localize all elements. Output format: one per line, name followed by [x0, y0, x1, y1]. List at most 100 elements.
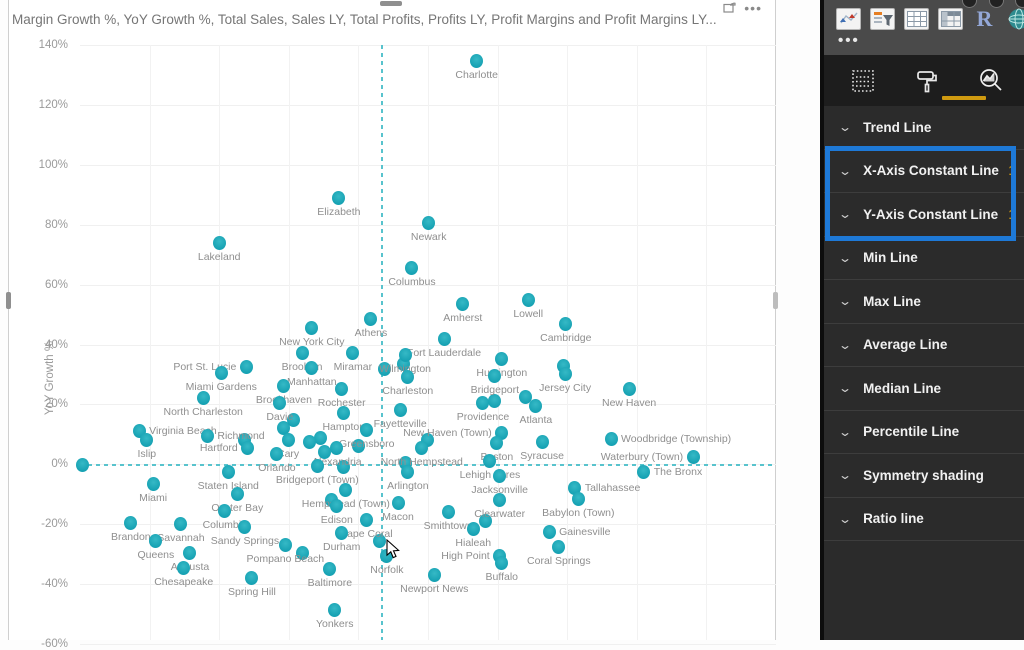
- scatter-point[interactable]: [605, 432, 618, 446]
- scatter-point[interactable]: [422, 216, 435, 230]
- r-script-icon[interactable]: R: [972, 7, 997, 31]
- scatter-point[interactable]: [490, 436, 503, 450]
- scatter-point[interactable]: [241, 441, 254, 455]
- scatter-point[interactable]: [174, 517, 187, 531]
- scatter-point[interactable]: [488, 369, 501, 383]
- scatter-point[interactable]: [559, 367, 572, 381]
- chevron-down-icon[interactable]: ⌄: [838, 164, 852, 178]
- analytics-item-x-axis-constant-line[interactable]: ⌄ X-Axis Constant Line 1: [824, 150, 1024, 194]
- analytics-item-symmetry-shading[interactable]: ⌄ Symmetry shading: [824, 454, 1024, 498]
- scatter-point[interactable]: [687, 450, 700, 464]
- scatter-point[interactable]: [335, 382, 348, 396]
- scatter-point[interactable]: [197, 391, 210, 405]
- slicer-icon[interactable]: [870, 7, 895, 31]
- scatter-point[interactable]: [328, 603, 341, 617]
- chevron-down-icon[interactable]: ⌄: [838, 207, 852, 221]
- chevron-down-icon[interactable]: ⌄: [838, 512, 852, 526]
- chevron-down-icon[interactable]: ⌄: [838, 120, 852, 134]
- scatter-point[interactable]: [467, 522, 480, 536]
- scatter-point[interactable]: [215, 366, 228, 380]
- scatter-point[interactable]: [311, 459, 324, 473]
- scatter-point[interactable]: [201, 429, 214, 443]
- scatter-point[interactable]: [305, 321, 318, 335]
- scatter-point[interactable]: [140, 433, 153, 447]
- scatter-point[interactable]: [149, 534, 162, 548]
- matrix-icon[interactable]: [938, 7, 963, 31]
- scatter-point[interactable]: [495, 556, 508, 570]
- analytics-item-y-axis-constant-line[interactable]: ⌄ Y-Axis Constant Line 1: [824, 193, 1024, 237]
- scatter-point[interactable]: [399, 348, 412, 362]
- scatter-point[interactable]: [401, 370, 414, 384]
- fields-tab[interactable]: [846, 64, 880, 98]
- scatter-point[interactable]: [238, 520, 251, 534]
- scatter-point[interactable]: [177, 561, 190, 575]
- scatter-point[interactable]: [394, 403, 407, 417]
- analytics-tab[interactable]: [974, 64, 1008, 98]
- scatter-point[interactable]: [303, 435, 316, 449]
- map-globe-icon[interactable]: [1006, 7, 1024, 31]
- scatter-point[interactable]: [623, 382, 636, 396]
- scatter-point[interactable]: [282, 433, 295, 447]
- scatter-point[interactable]: [476, 396, 489, 410]
- chevron-down-icon[interactable]: ⌄: [838, 468, 852, 482]
- scatter-point[interactable]: [522, 293, 535, 307]
- scatter-point[interactable]: [405, 261, 418, 275]
- scatter-point[interactable]: [552, 540, 565, 554]
- analytics-item-max-line[interactable]: ⌄ Max Line: [824, 280, 1024, 324]
- scatter-point[interactable]: [218, 504, 231, 518]
- chevron-down-icon[interactable]: ⌄: [838, 251, 852, 265]
- scatter-point[interactable]: [183, 546, 196, 560]
- scatter-point[interactable]: [323, 562, 336, 576]
- scatter-point[interactable]: [392, 496, 405, 510]
- scatter-point[interactable]: [337, 406, 350, 420]
- scatter-point[interactable]: [438, 332, 451, 346]
- scatter-point[interactable]: [124, 516, 137, 530]
- scatter-point[interactable]: [428, 568, 441, 582]
- scatter-point[interactable]: [559, 317, 572, 331]
- scatter-point[interactable]: [572, 492, 585, 506]
- scatter-point[interactable]: [456, 297, 469, 311]
- scatter-point[interactable]: [360, 513, 373, 527]
- scatter-point[interactable]: [536, 435, 549, 449]
- analytics-item-percentile-line[interactable]: ⌄ Percentile Line: [824, 411, 1024, 455]
- scatter-point[interactable]: [231, 487, 244, 501]
- scatter-chart-icon[interactable]: [836, 7, 861, 31]
- analytics-item-median-line[interactable]: ⌄ Median Line: [824, 367, 1024, 411]
- scatter-point[interactable]: [364, 312, 377, 326]
- scatter-point[interactable]: [529, 399, 542, 413]
- scatter-point[interactable]: [346, 346, 359, 360]
- scatter-point[interactable]: [493, 493, 506, 507]
- analytics-item-trend-line[interactable]: ⌄ Trend Line: [824, 106, 1024, 150]
- chevron-down-icon[interactable]: ⌄: [838, 294, 852, 308]
- scatter-point[interactable]: [76, 458, 89, 472]
- scatter-point[interactable]: [415, 441, 428, 455]
- table-icon[interactable]: [904, 7, 929, 31]
- chevron-down-icon[interactable]: ⌄: [838, 381, 852, 395]
- more-visuals-ellipsis[interactable]: •••: [838, 34, 860, 48]
- scatter-point[interactable]: [222, 465, 235, 479]
- scatter-point[interactable]: [401, 465, 414, 479]
- analytics-item-average-line[interactable]: ⌄ Average Line: [824, 324, 1024, 368]
- scatter-point[interactable]: [147, 477, 160, 491]
- format-tab[interactable]: [910, 64, 944, 98]
- scatter-point[interactable]: [273, 396, 286, 410]
- scatter-point[interactable]: [470, 54, 483, 68]
- scatter-point[interactable]: [279, 538, 292, 552]
- chevron-down-icon[interactable]: ⌄: [838, 425, 852, 439]
- scatter-point[interactable]: [245, 571, 258, 585]
- scatter-point[interactable]: [360, 423, 373, 437]
- scatter-point[interactable]: [339, 483, 352, 497]
- chevron-down-icon[interactable]: ⌄: [838, 338, 852, 352]
- scatter-point[interactable]: [296, 346, 309, 360]
- scatter-point[interactable]: [495, 352, 508, 366]
- scatter-point[interactable]: [330, 499, 343, 513]
- analytics-item-ratio-line[interactable]: ⌄ Ratio line: [824, 498, 1024, 542]
- scatter-point[interactable]: [330, 441, 343, 455]
- scatter-point[interactable]: [637, 465, 650, 479]
- scatter-point[interactable]: [332, 191, 345, 205]
- scatter-point[interactable]: [543, 525, 556, 539]
- scatter-point[interactable]: [442, 505, 455, 519]
- analytics-item-min-line[interactable]: ⌄ Min Line: [824, 237, 1024, 281]
- scatter-point[interactable]: [213, 236, 226, 250]
- scatter-point[interactable]: [240, 360, 253, 374]
